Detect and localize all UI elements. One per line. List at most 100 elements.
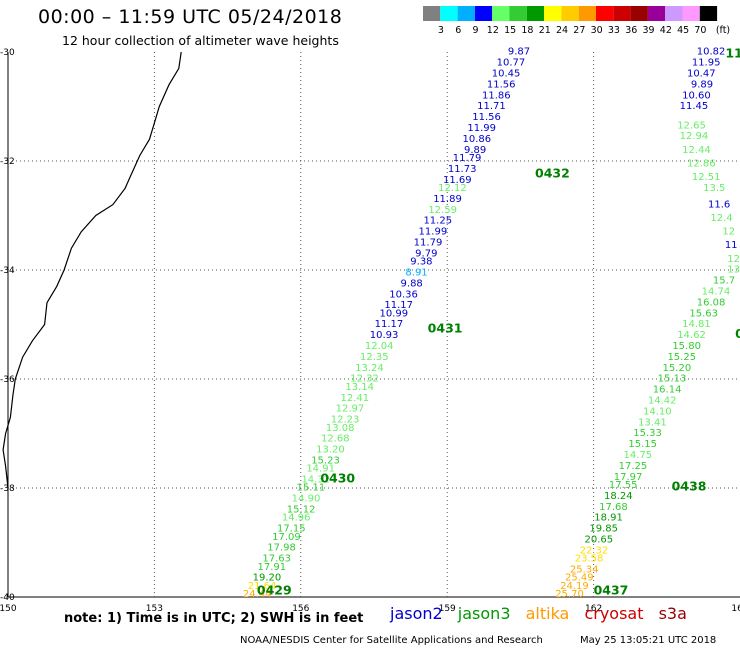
pass-time-label: 0430 [320,471,355,486]
colorbar-swatch [423,6,441,21]
wave-height-value: 10.45 [492,69,521,80]
wave-height-value: 14.42 [648,396,677,407]
colorbar-unit: (ft) [716,25,730,36]
wave-height-value: 10.86 [462,134,491,145]
colorbar-swatch [526,6,545,21]
wave-height-value: 12.97 [336,404,365,415]
wave-height-value: 10.77 [497,58,526,69]
longitude-tick-label: 150 [0,604,17,614]
wave-height-value: 11.17 [375,319,404,330]
wave-height-value: 15.80 [672,341,701,352]
colorbar-swatch [561,6,579,21]
page-title: 00:00 – 11:59 UTC 05/24/2018 [38,6,343,28]
wave-height-value: 10.93 [370,330,399,341]
wave-height-value: 12.35 [360,352,389,363]
wave-height-value: 12 [722,227,735,238]
wave-height-value: 18.24 [604,491,633,502]
longitude-tick-label: 162 [585,604,602,614]
wave-height-value: 17.97 [614,472,643,483]
latitude-tick-label: -38 [0,484,15,494]
colorbar-swatch [596,6,614,21]
latitude-tick-label: -30 [0,48,15,58]
legend-s3a: s3a [658,604,687,623]
wave-height-value: 24.19 [560,581,589,592]
wave-height-value: 15.13 [658,374,687,385]
colorbar-swatch [699,6,718,21]
colorbar-label: 42 [660,25,672,36]
wave-height-value: 12.59 [428,205,457,216]
wave-height-value: 11.71 [477,101,506,112]
wave-height-value: 10.47 [687,69,716,80]
legend-jason3: jason3 [457,604,511,623]
wave-height-value: 14.32 [301,475,330,486]
pass-time-label: 0 [735,326,740,341]
wave-height-value: 15.25 [667,352,696,363]
colorbar-label: 70 [694,25,706,36]
wave-height-value: 17.98 [267,543,296,554]
wave-height-value: 14.90 [292,494,321,505]
colorbar-swatch [509,6,527,21]
colorbar-label: 15 [504,25,516,36]
wave-height-value: 12 [727,254,740,265]
wave-height-value: 12.12 [438,183,467,194]
wave-height-value: 9.89 [691,79,713,90]
pass-time-label: 0432 [535,165,570,180]
wave-height-value: 19.85 [589,524,618,535]
wave-height-value: 13.41 [638,417,667,428]
wave-height-value: 17.68 [599,502,628,513]
wave-height-value: 11.45 [680,101,709,112]
page-subtitle: 12 hour collection of altimeter wave hei… [62,33,339,48]
colorbar-label: 9 [473,25,479,36]
wave-height-value: 16.08 [697,297,726,308]
colorbar-swatch [630,6,648,21]
latitude-tick-label: -40 [0,593,15,603]
colorbar-label: 24 [556,25,568,36]
colorbar-swatch [647,6,666,21]
wave-height-value: 14.96 [282,513,311,524]
wave-height-value: 14.10 [643,406,672,417]
legend-jason2: jason2 [390,604,443,623]
wave-height-value: 11.99 [467,123,496,134]
satellite-legend: jason2 jason3 altika cryosat s3a [390,604,697,623]
longitude-tick-label: 159 [439,604,456,614]
colorbar-swatch [578,6,596,21]
colorbar-label: 18 [521,25,533,36]
wave-height-value: 23.58 [575,554,604,565]
wave-height-value: 15.63 [689,308,718,319]
colorbar-swatch [474,6,493,21]
wave-height-value: 13 [727,265,740,276]
wave-height-value: 12.51 [692,172,721,183]
wave-height-value: 8.91 [405,267,427,278]
wave-height-value: 13.5 [703,183,725,194]
wave-height-value: 11.99 [419,227,448,238]
colorbar-label: 36 [625,25,637,36]
coastline [2,51,182,489]
wave-height-value: 17.25 [619,461,648,472]
wave-height-value: 10.82 [697,47,726,58]
wave-height-value: 11 [725,240,738,251]
legend-altika: altika [525,604,570,623]
pass-time-label: 0429 [257,582,292,597]
wave-height-value: 11.56 [487,79,516,90]
wave-height-value: 12.68 [321,434,350,445]
wave-height-value: 15.12 [287,505,316,516]
colorbar-label: 21 [539,25,551,36]
wave-height-value: 12.44 [682,145,711,156]
colorbar-label: 30 [591,25,603,36]
wave-height-value: 11.25 [423,216,452,227]
wave-height-value: 11.73 [448,164,477,175]
wave-height-value: 13.20 [316,445,345,456]
wave-height-value: 12.86 [687,158,716,169]
wave-height-value: 11.69 [443,175,472,186]
wave-height-value: 15.15 [628,439,657,450]
colorbar-label: 33 [608,25,620,36]
legend-cryosat: cryosat [584,604,644,623]
colorbar-swatch [457,6,475,21]
wave-height-value: 15.23 [311,455,340,466]
wave-height-value: 11.56 [472,112,501,123]
wave-height-value: 13.24 [355,363,384,374]
wave-height-value: 11.95 [692,58,721,69]
colorbar-label: 45 [677,25,689,36]
wave-height-value: 18.91 [594,513,623,524]
